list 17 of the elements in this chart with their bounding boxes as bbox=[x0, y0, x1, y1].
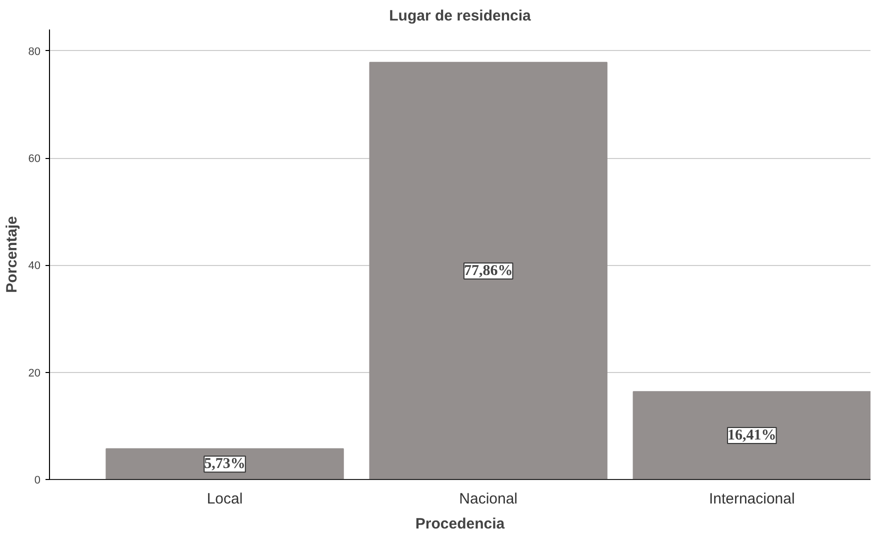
y-axis-title: Porcentaje bbox=[3, 216, 20, 293]
data-label: 5,73% bbox=[204, 456, 246, 472]
y-tick-label: 0 bbox=[34, 474, 41, 486]
x-tick-label: Internacional bbox=[708, 490, 795, 508]
y-tick-label: 20 bbox=[28, 367, 41, 380]
y-tick-label: 80 bbox=[28, 46, 41, 58]
x-axis-title: Procedencia bbox=[415, 516, 506, 532]
bar bbox=[369, 62, 608, 480]
x-tick-label: Local bbox=[206, 490, 243, 508]
x-tick-label: Nacional bbox=[459, 490, 518, 508]
data-label: 77,86% bbox=[464, 262, 513, 279]
bar bbox=[632, 391, 870, 480]
chart-title: Lugar de residencia bbox=[389, 8, 532, 24]
bar bbox=[106, 448, 344, 480]
data-label: 16,41% bbox=[728, 428, 776, 444]
y-tick-label: 40 bbox=[28, 260, 41, 272]
y-tick-label: 60 bbox=[28, 153, 41, 166]
